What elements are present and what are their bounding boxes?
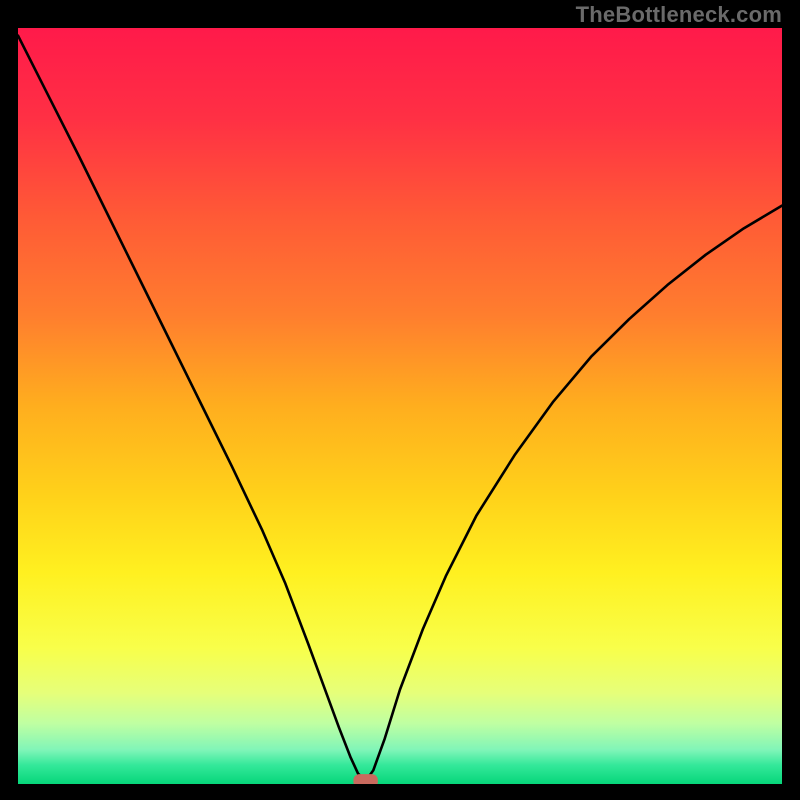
minimum-marker bbox=[353, 774, 377, 784]
chart-frame: TheBottleneck.com bbox=[0, 0, 800, 800]
watermark-text: TheBottleneck.com bbox=[576, 2, 782, 28]
bottleneck-chart bbox=[18, 28, 782, 784]
gradient-background bbox=[18, 28, 782, 784]
